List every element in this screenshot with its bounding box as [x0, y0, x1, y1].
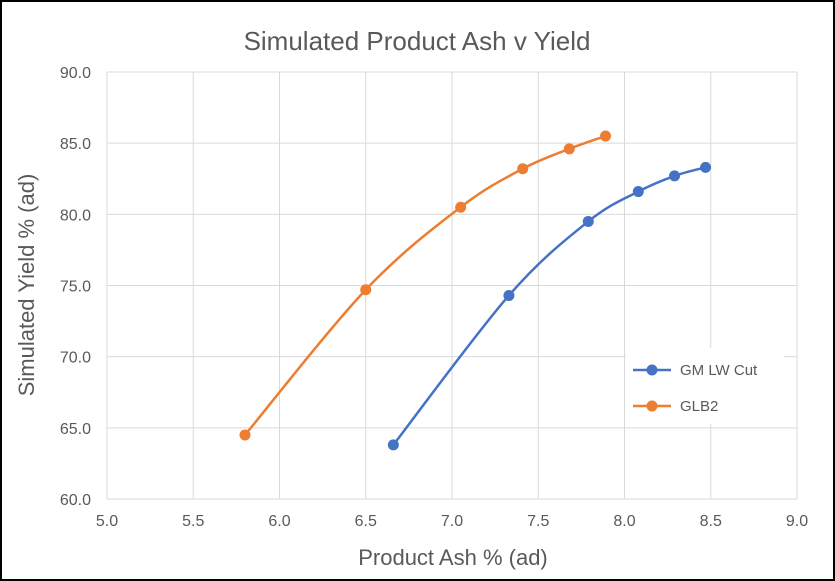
x-tick-label: 7.5	[527, 513, 549, 530]
y-tick-label: 90.0	[60, 65, 91, 82]
data-point	[503, 289, 515, 301]
data-point	[669, 170, 681, 182]
y-tick-label: 85.0	[60, 136, 91, 153]
data-point	[387, 439, 399, 451]
gridlines	[106, 71, 798, 500]
x-tick-label: 5.0	[96, 513, 118, 530]
x-tick-label: 6.5	[355, 513, 377, 530]
data-point	[360, 284, 372, 296]
data-point	[563, 143, 575, 155]
legend: GM LW Cut GLB2	[626, 348, 784, 424]
data-point	[239, 429, 251, 441]
chart-title: Simulated Product Ash v Yield	[244, 26, 591, 56]
data-point	[700, 161, 712, 173]
x-axis-ticks: 5.0 5.5 6.0 6.5 7.0 7.5 8.0 8.5 9.0	[96, 513, 808, 530]
x-tick-label: 5.5	[182, 513, 204, 530]
y-tick-label: 75.0	[60, 279, 91, 296]
data-point	[600, 130, 612, 142]
y-tick-label: 80.0	[60, 207, 91, 224]
legend-marker	[646, 400, 658, 412]
y-tick-label: 60.0	[60, 492, 91, 509]
legend-marker	[646, 364, 658, 376]
x-axis-title: Product Ash % (ad)	[358, 545, 548, 570]
y-axis-ticks: 60.0 65.0 70.0 75.0 80.0 85.0 90.0	[60, 65, 91, 509]
y-tick-label: 65.0	[60, 421, 91, 438]
y-axis-title: Simulated Yield % (ad)	[14, 174, 39, 397]
y-tick-label: 70.0	[60, 350, 91, 367]
x-tick-label: 6.0	[268, 513, 290, 530]
x-tick-label: 9.0	[786, 513, 808, 530]
data-point	[455, 201, 467, 213]
x-tick-label: 8.0	[613, 513, 635, 530]
data-point	[632, 186, 644, 198]
x-tick-label: 8.5	[700, 513, 722, 530]
series-points	[239, 130, 712, 451]
legend-label: GM LW Cut	[680, 362, 758, 379]
data-point	[517, 163, 529, 175]
x-tick-label: 7.0	[441, 513, 463, 530]
legend-label: GLB2	[680, 398, 718, 415]
data-point	[582, 215, 594, 227]
